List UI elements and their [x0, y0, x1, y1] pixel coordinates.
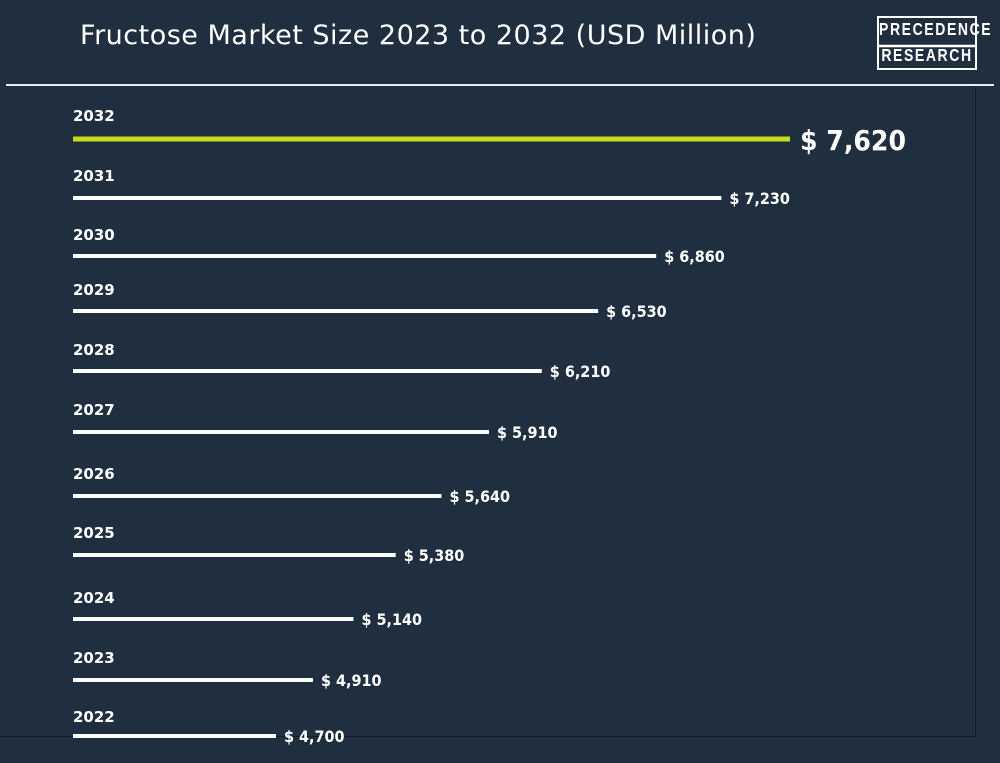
value-label-2032: $ 7,620 — [800, 124, 906, 157]
bar-2026 — [73, 494, 442, 498]
bar-2029 — [73, 309, 599, 313]
value-label-2031: $ 7,230 — [729, 189, 790, 208]
value-label-2022: $ 4,700 — [284, 727, 345, 746]
frame-border-bottom — [0, 736, 976, 737]
bar-2022 — [73, 734, 276, 738]
category-label-2032: 2032 — [73, 107, 115, 125]
value-label-2029: $ 6,530 — [606, 302, 667, 321]
bar-2023 — [73, 678, 313, 682]
bar-2032 — [73, 136, 790, 142]
category-label-2024: 2024 — [73, 589, 115, 607]
header-divider — [6, 84, 994, 86]
category-label-2028: 2028 — [73, 341, 115, 359]
category-label-2022: 2022 — [73, 708, 115, 726]
logo-line-2: RESEARCH — [881, 44, 973, 65]
bar-2030 — [73, 254, 657, 258]
category-label-2029: 2029 — [73, 281, 115, 299]
category-label-2030: 2030 — [73, 226, 115, 244]
value-label-2025: $ 5,380 — [404, 546, 465, 565]
chart-title: Fructose Market Size 2023 to 2032 (USD M… — [80, 20, 757, 51]
value-label-2023: $ 4,910 — [321, 671, 382, 690]
bar-2024 — [73, 617, 354, 621]
bar-2031 — [73, 196, 722, 200]
frame-border-right — [975, 86, 976, 736]
precedence-research-logo: PRECEDENCE RESEARCH — [877, 15, 991, 70]
value-label-2028: $ 6,210 — [550, 362, 611, 381]
value-label-2026: $ 5,640 — [449, 487, 510, 506]
bar-2028 — [73, 369, 542, 373]
category-label-2023: 2023 — [73, 649, 115, 667]
value-label-2024: $ 5,140 — [361, 610, 422, 629]
chart-header: Fructose Market Size 2023 to 2032 (USD M… — [0, 0, 1000, 84]
bar-2025 — [73, 553, 396, 557]
category-label-2025: 2025 — [73, 524, 115, 542]
category-label-2031: 2031 — [73, 167, 115, 185]
logo-line-1: PRECEDENCE — [879, 15, 991, 48]
category-label-2027: 2027 — [73, 401, 115, 419]
bar-2027 — [73, 430, 489, 434]
category-label-2026: 2026 — [73, 465, 115, 483]
value-label-2027: $ 5,910 — [497, 423, 558, 442]
value-label-2030: $ 6,860 — [664, 247, 725, 266]
